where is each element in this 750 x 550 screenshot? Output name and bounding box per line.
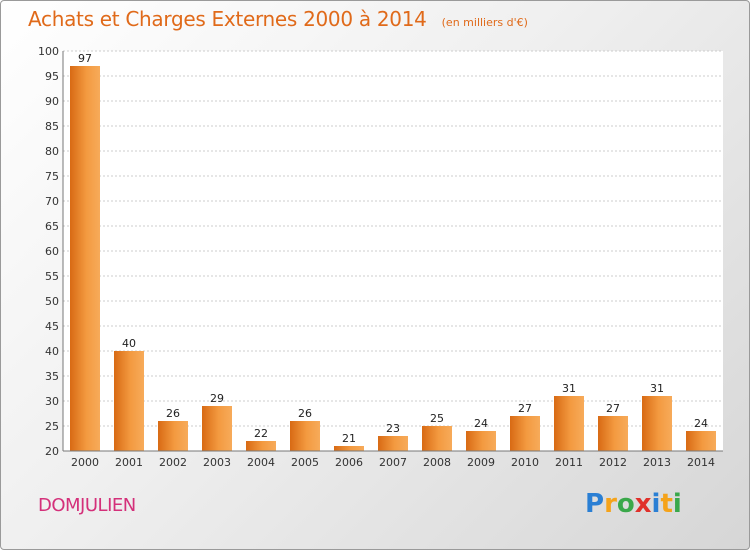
x-tick-label: 2009 xyxy=(467,456,495,469)
data-label-2004: 22 xyxy=(254,427,268,440)
data-label-2013: 31 xyxy=(650,382,664,395)
data-label-2002: 26 xyxy=(166,407,180,420)
y-tick-label: 35 xyxy=(45,370,59,383)
bar-2012 xyxy=(598,416,628,451)
data-label-2005: 26 xyxy=(298,407,312,420)
proxiti-logo[interactable]: Proxiti xyxy=(585,489,682,519)
y-tick-label: 75 xyxy=(45,170,59,183)
y-tick-label: 50 xyxy=(45,295,59,308)
y-tick-label: 30 xyxy=(45,395,59,408)
y-tick-label: 60 xyxy=(45,245,59,258)
logo-letter: o xyxy=(616,489,635,519)
y-tick-label: 65 xyxy=(45,220,59,233)
title-row: Achats et Charges Externes 2000 à 2014 (… xyxy=(28,7,528,31)
bar-2003 xyxy=(202,406,232,451)
y-tick-label: 45 xyxy=(45,320,59,333)
y-axis-ticks: 20 25 30 35 40 45 50 55 60 65 70 75 80 85 90 95 100 xyxy=(38,45,59,458)
bar-2008 xyxy=(422,426,452,451)
bar-2010 xyxy=(510,416,540,451)
bar-2013 xyxy=(642,396,672,451)
data-label-2008: 25 xyxy=(430,412,444,425)
bar-2014 xyxy=(686,431,716,451)
x-tick-label: 2001 xyxy=(115,456,143,469)
logo-letter: r xyxy=(604,489,617,519)
y-tick-label: 20 xyxy=(45,445,59,458)
logo-letter: i xyxy=(651,489,661,519)
data-label-2011: 31 xyxy=(562,382,576,395)
y-tick-label: 95 xyxy=(45,70,59,83)
data-label-2010: 27 xyxy=(518,402,532,415)
x-axis-ticks: 2000 2001 2002 2003 2004 2005 2006 2007 2008 2009… xyxy=(71,456,715,469)
bar-2007 xyxy=(378,436,408,451)
y-tick-label: 90 xyxy=(45,95,59,108)
x-tick-label: 2013 xyxy=(643,456,671,469)
y-tick-label: 25 xyxy=(45,420,59,433)
data-label-2007: 23 xyxy=(386,422,400,435)
bar-2011 xyxy=(554,396,584,451)
x-tick-label: 2002 xyxy=(159,456,187,469)
x-tick-label: 2005 xyxy=(291,456,319,469)
bar-2001 xyxy=(114,351,144,451)
x-tick-label: 2011 xyxy=(555,456,583,469)
x-tick-label: 2004 xyxy=(247,456,275,469)
y-tick-label: 70 xyxy=(45,195,59,208)
y-tick-label: 85 xyxy=(45,120,59,133)
y-tick-label: 55 xyxy=(45,270,59,283)
bar-2000 xyxy=(70,66,100,451)
data-label-2014: 24 xyxy=(694,417,708,430)
x-tick-label: 2012 xyxy=(599,456,627,469)
bars: 97 40 26 29 22 26 21 23 25 24 27 31 27 31 24 xyxy=(70,52,716,451)
y-tick-label: 100 xyxy=(38,45,59,58)
data-label-2012: 27 xyxy=(606,402,620,415)
commune-name: DOMJULIEN xyxy=(38,495,136,516)
chart-title: Achats et Charges Externes 2000 à 2014 xyxy=(28,7,427,31)
logo-letter: P xyxy=(585,489,605,519)
data-label-2003: 29 xyxy=(210,392,224,405)
data-label-2009: 24 xyxy=(474,417,488,430)
bar-2006 xyxy=(334,446,364,451)
x-tick-label: 2014 xyxy=(687,456,715,469)
logo-letter: i xyxy=(672,489,682,519)
x-tick-label: 2003 xyxy=(203,456,231,469)
x-tick-label: 2000 xyxy=(71,456,99,469)
bar-2002 xyxy=(158,421,188,451)
data-label-2006: 21 xyxy=(342,432,356,445)
data-label-2000: 97 xyxy=(78,52,92,65)
logo-letter: t xyxy=(660,489,673,519)
x-tick-label: 2006 xyxy=(335,456,363,469)
bar-2004 xyxy=(246,441,276,451)
x-tick-label: 2007 xyxy=(379,456,407,469)
y-tick-label: 80 xyxy=(45,145,59,158)
grid-lines xyxy=(63,50,723,452)
data-label-2001: 40 xyxy=(122,337,136,350)
bar-2005 xyxy=(290,421,320,451)
y-tick-label: 40 xyxy=(45,345,59,358)
x-tick-label: 2010 xyxy=(511,456,539,469)
bar-2009 xyxy=(466,431,496,451)
logo-letter: x xyxy=(634,489,652,519)
x-tick-label: 2008 xyxy=(423,456,451,469)
chart-subtitle: (en milliers d'€) xyxy=(441,16,528,29)
